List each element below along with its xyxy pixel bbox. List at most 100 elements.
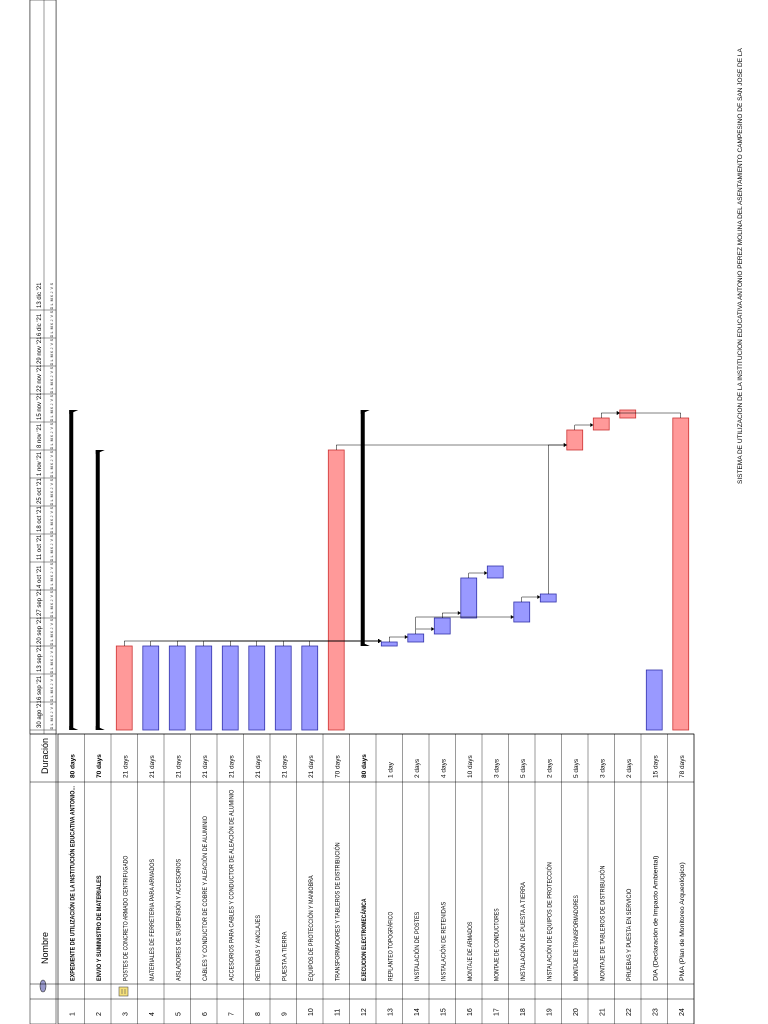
day-letter: M [50,662,54,665]
task-duration: 21 days [202,754,209,778]
task-table: 1 EXPEDIENTE DE UTILIZACIÓN DE LA INSTITU… [30,733,695,1024]
day-letter: J [50,431,54,433]
day-letter: D [50,418,54,421]
day-letter: D [50,642,54,645]
task-duration: 2 days [626,758,633,778]
task-id: 15 [440,1008,447,1016]
task-bar[interactable] [513,601,531,623]
task-name: PMA (Plan de Monitoreo Arqueológico) [679,862,686,981]
day-letter: S [50,674,54,677]
task-name: EXPEDIENTE DE UTILIZACIÓN DE LA INSTITUC… [68,786,76,981]
dependency-link [177,640,382,646]
day-letter: J [50,543,54,545]
task-name: PUESTA A TIERRA [281,931,288,981]
task-id: 1 [69,1012,76,1016]
day-letter: M [50,634,54,637]
day-letter: S [50,702,54,705]
day-letter: D [50,530,54,533]
task-duration: 5 days [573,758,580,778]
day-letter: V [50,706,54,709]
critical-task-bar[interactable] [592,417,610,431]
dependency-link [389,636,408,642]
day-letter: L [50,331,54,333]
critical-task-bar[interactable] [115,645,133,731]
task-bar[interactable] [142,645,160,731]
task-bar[interactable] [380,641,398,647]
task-bar[interactable] [301,645,319,731]
dependency-links [124,411,681,646]
day-letter: M [50,438,54,441]
day-letter: X [50,630,54,633]
day-letter: L [50,555,54,557]
gantt-bars [69,409,690,731]
task-bar[interactable] [195,645,213,731]
task-bar[interactable] [248,645,266,731]
week-label: 6 sep '21 [37,675,43,700]
critical-task-bar[interactable] [327,449,345,731]
day-letter: D [50,306,54,309]
task-id: 19 [546,1008,553,1016]
project-title: SISTEMA DE UTILIZACION DE LA INSTITUCION… [737,48,744,484]
task-id: 2 [96,1012,103,1016]
day-letter: S [50,478,54,481]
day-letter: D [50,670,54,673]
day-letter: X [50,350,54,353]
task-bar[interactable] [221,645,239,731]
day-letter: S [50,338,54,341]
task-bar[interactable] [486,565,504,579]
task-name: TRANSFORMADORES Y TABLEROS DE DISTRIBUCI… [334,842,341,981]
task-bar[interactable] [407,633,425,643]
week-label: 13 dic '21 [37,282,43,308]
task-name: MONTAJE DE TABLEROS DE DISTRIBUCIÓN [599,866,606,982]
day-letter: L [50,387,54,389]
day-letter: L [50,415,54,417]
task-duration: 80 days [69,754,76,778]
day-letter: V [50,342,54,345]
dependency-link [548,444,567,594]
task-bar[interactable] [539,593,557,603]
day-letter: M [50,382,54,385]
critical-task-bar[interactable] [672,417,690,731]
task-id: 12 [361,1008,368,1016]
critical-task-bar[interactable] [566,429,584,451]
indicator-header-icon [39,979,47,993]
task-bar[interactable] [433,617,451,635]
task-name: MONTAJE DE ARMADOS [467,922,474,981]
day-letter: D [50,698,54,701]
task-bar[interactable] [645,669,663,731]
critical-task-bar[interactable] [619,409,637,419]
day-letter: J [50,571,54,573]
day-letter: S [50,394,54,397]
task-id: 13 [387,1008,394,1016]
day-letter: X [50,490,54,493]
day-letter: M [50,522,54,525]
task-id: 23 [652,1008,659,1016]
day-letter: L [50,611,54,613]
day-letter: V [50,678,54,681]
note-icon [118,986,129,997]
day-letter: J [50,515,54,517]
day-letter: X [50,574,54,577]
task-duration: 21 days [149,754,156,778]
task-bar[interactable] [460,577,478,619]
task-id: 22 [626,1008,633,1016]
task-name: MONTAJE DE CONDUCTORES [493,908,500,981]
day-letter: S [50,282,54,285]
day-letter: S [50,646,54,649]
task-name: DIA (Declaración de Impacto Ambiental) [652,856,659,981]
task-id: 16 [467,1008,474,1016]
week-label: 8 nov '21 [37,423,43,448]
task-duration: 21 days [228,754,235,778]
day-letter: S [50,506,54,509]
dependency-link [601,412,620,418]
day-letter: M [50,578,54,581]
day-letter: J [50,319,54,321]
dependency-link [336,444,567,450]
week-label: 27 sep '21 [37,588,43,616]
task-id: 3 [122,1012,129,1016]
task-bar[interactable] [168,645,186,731]
task-bar[interactable] [274,645,292,731]
day-letter: J [50,459,54,461]
dependency-link [442,612,461,618]
